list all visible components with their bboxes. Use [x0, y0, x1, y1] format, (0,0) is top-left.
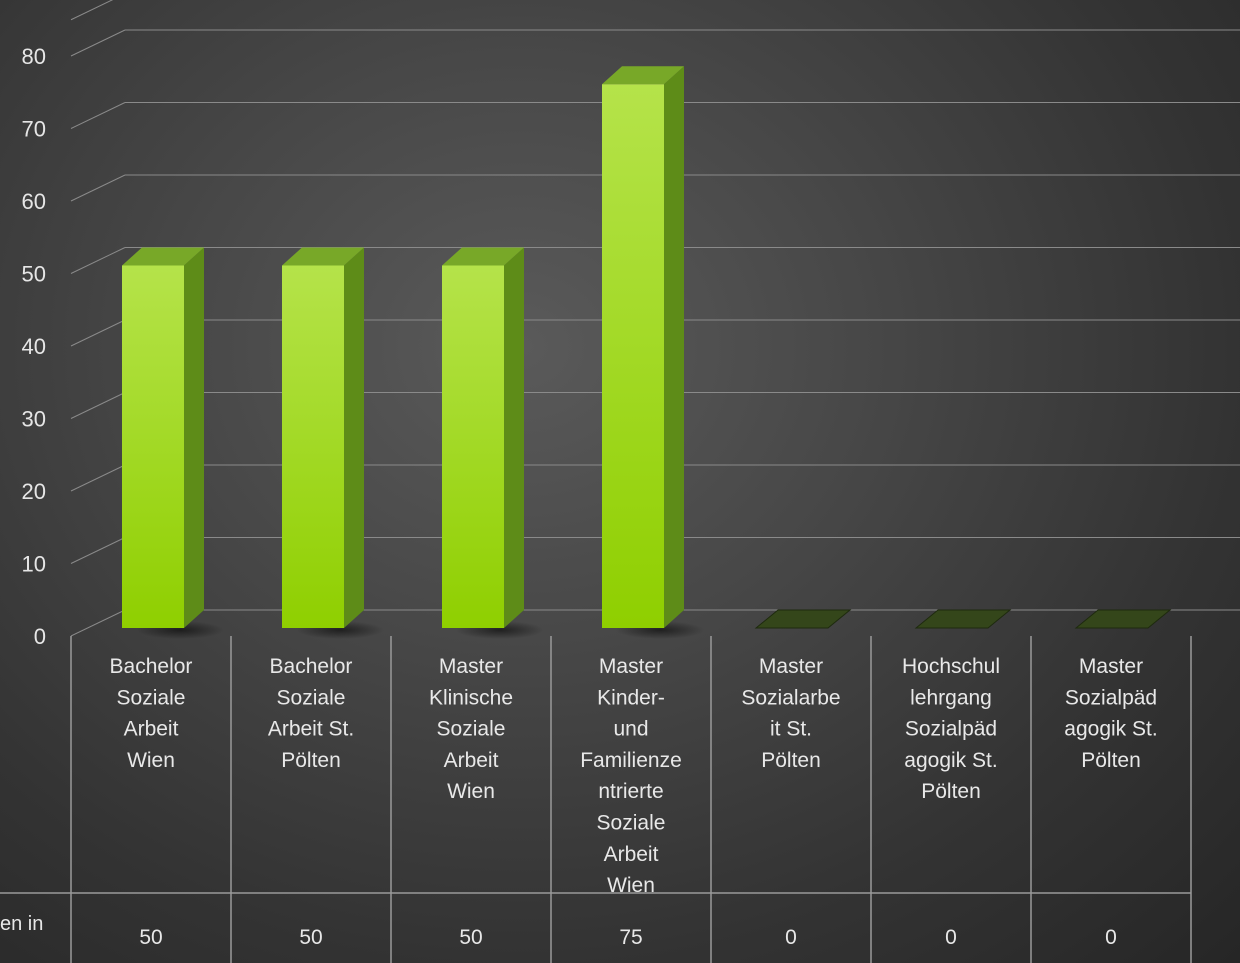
bar — [442, 247, 544, 639]
category-label: Master Sozialarbe it St. Pölten — [741, 655, 840, 772]
bar-top — [442, 247, 524, 266]
bar-side — [344, 247, 364, 628]
bar — [1074, 609, 1172, 629]
bar — [282, 247, 384, 639]
bar-top — [122, 247, 204, 266]
y-tick-label: 70 — [22, 117, 46, 142]
data-table: Bachelor Soziale Arbeit Wien Bachelor Soziale… — [0, 636, 1192, 963]
bar — [602, 66, 704, 639]
data-value-label: 0 — [785, 926, 797, 949]
bars — [122, 66, 1172, 639]
y-tick-label: 20 — [22, 479, 46, 504]
category-label: Master Kinder-und Familienze ntrierte Sozial… — [580, 655, 682, 897]
gridline-depth — [70, 464, 126, 492]
gridline-depth — [70, 174, 126, 202]
y-tick-label: 50 — [22, 262, 46, 287]
data-value-label: 50 — [299, 926, 322, 949]
category-label: Hochschul lehrgang Sozialpäd agogik St. Pölt… — [902, 655, 1000, 803]
bar-empty — [1074, 609, 1172, 629]
bar-side — [184, 247, 204, 628]
data-value-label: 0 — [945, 926, 957, 949]
gridline-depth — [70, 319, 126, 347]
y-tick-label: 30 — [22, 407, 46, 432]
y-tick-label: 60 — [22, 189, 46, 214]
y-axis-ticks: 0 10 20 30 40 50 60 70 80 — [22, 44, 46, 649]
bar-front — [122, 265, 184, 628]
bar-side — [664, 66, 684, 628]
bar-empty — [914, 609, 1012, 629]
bar — [754, 609, 852, 629]
bar-top — [282, 247, 364, 266]
y-tick-label: 10 — [22, 552, 46, 577]
y-tick-label: 0 — [34, 624, 46, 649]
bar-front — [602, 84, 664, 628]
data-value-label: 50 — [139, 926, 162, 949]
bar — [122, 247, 224, 639]
bar-front — [282, 265, 344, 628]
gridline-depth — [70, 609, 126, 637]
bar-empty — [754, 609, 852, 629]
data-value-label: 0 — [1105, 926, 1117, 949]
gridline-depth — [70, 102, 126, 129]
bar-side — [504, 247, 524, 628]
y-tick-label: 40 — [22, 334, 46, 359]
gridline-depth — [70, 247, 126, 274]
data-value-label: 75 — [619, 926, 642, 949]
category-label: Master Sozialpäd agogik St. Pölten — [1064, 655, 1157, 772]
gridline-depth — [70, 0, 114, 21]
data-value-label: 50 — [459, 926, 482, 949]
y-tick-label: 80 — [22, 44, 46, 69]
bar — [914, 609, 1012, 629]
gridline-depth — [70, 29, 126, 57]
gridline-depth — [70, 537, 126, 564]
category-label: Master Klinische Soziale Arbeit Wien — [429, 655, 513, 803]
series-row-label: en in — [0, 913, 43, 935]
gridline-depth — [70, 392, 126, 419]
category-label: Bachelor Soziale Arbeit St. Pölten — [268, 655, 354, 772]
bar-top — [602, 66, 684, 85]
category-label: Bachelor Soziale Arbeit Wien — [110, 655, 193, 772]
bar-front — [442, 265, 504, 628]
